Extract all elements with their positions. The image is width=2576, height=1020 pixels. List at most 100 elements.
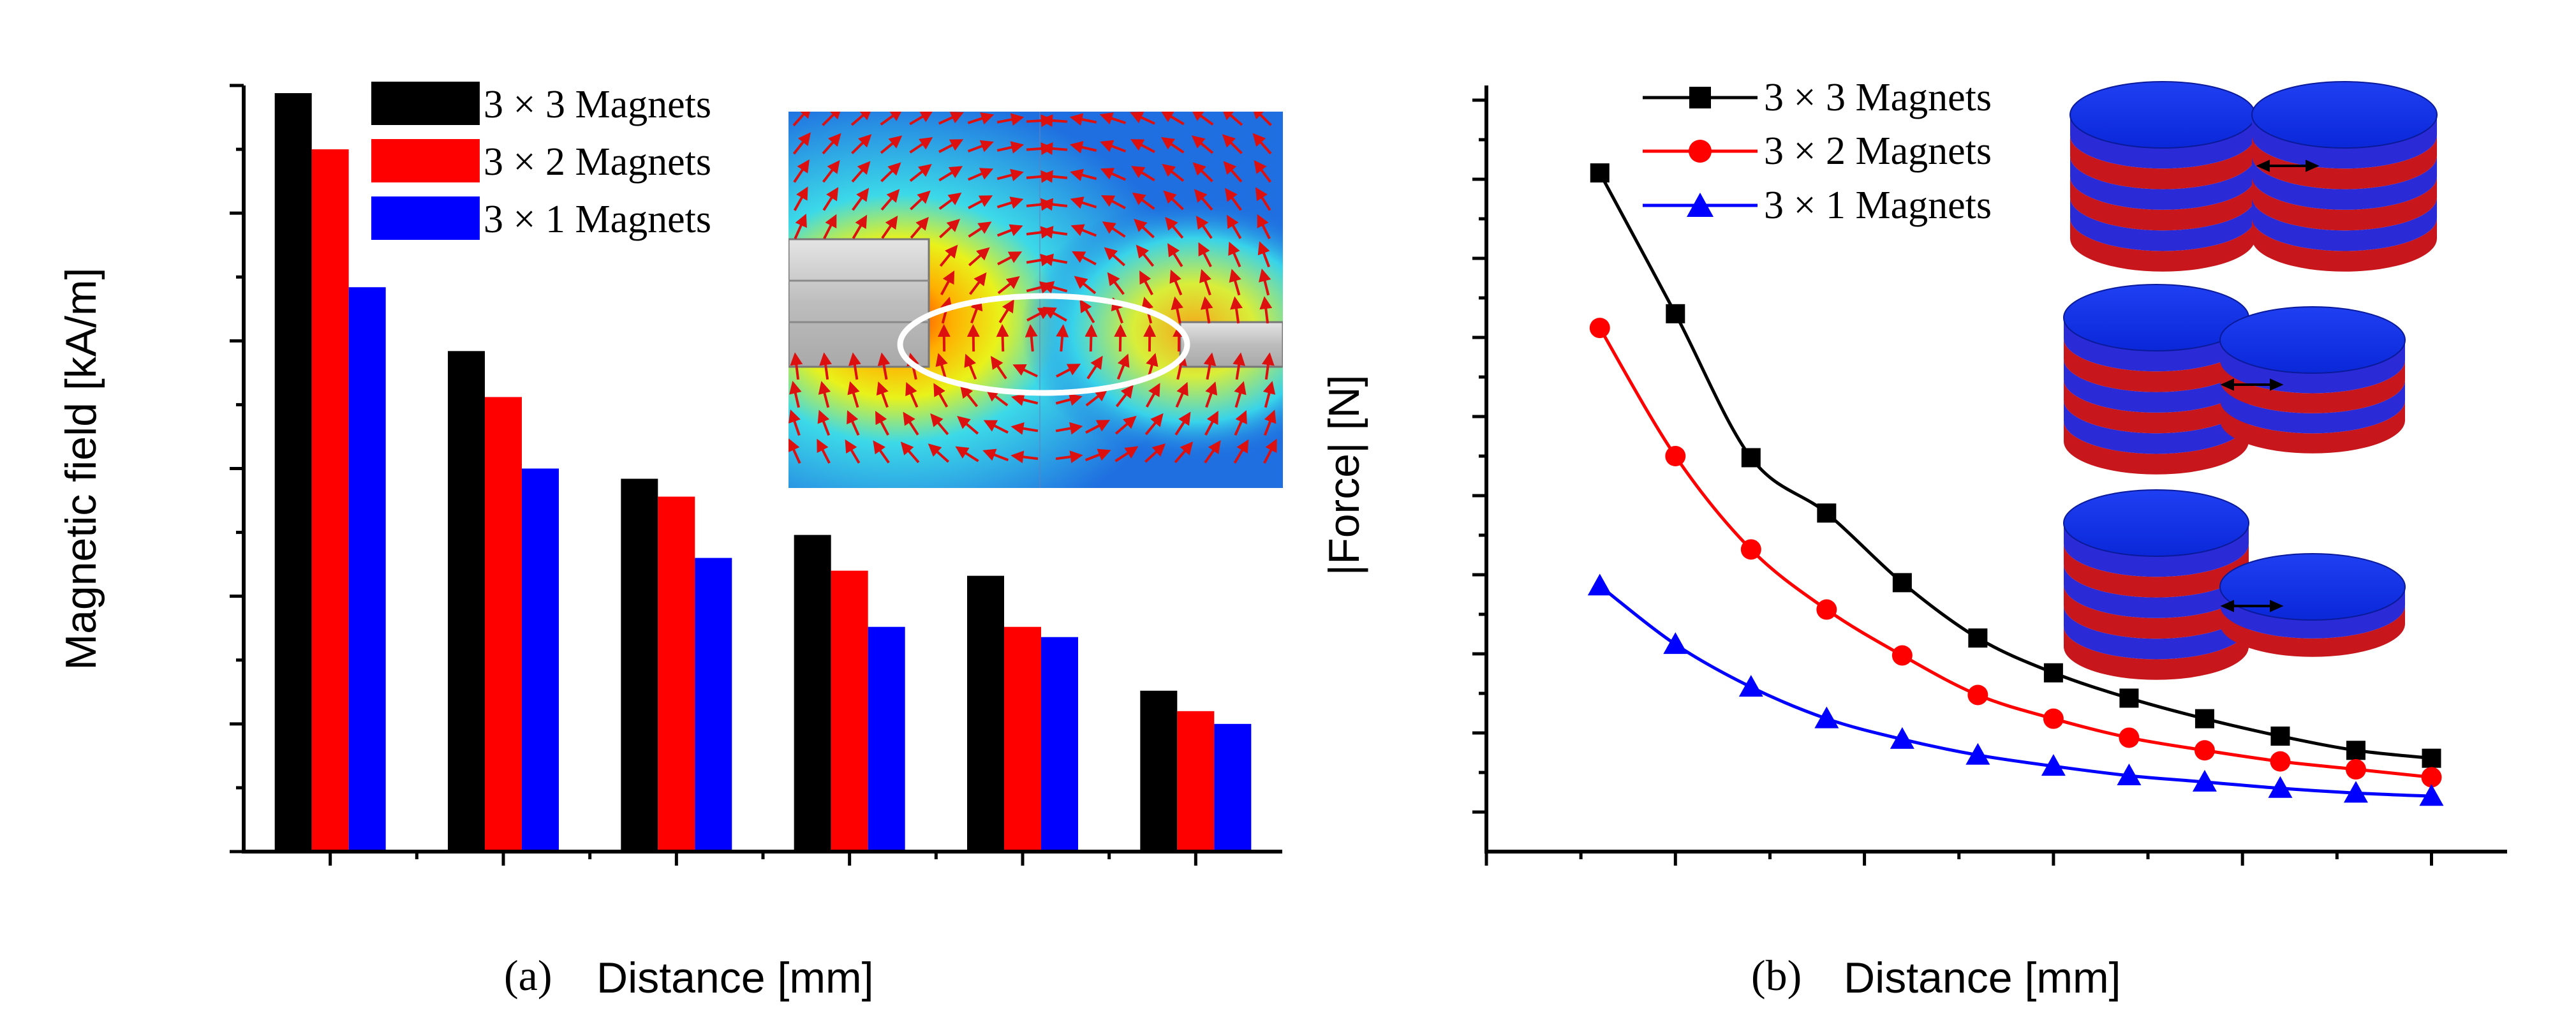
field-arrow (1258, 269, 1271, 296)
magnet-disk (2219, 306, 2406, 454)
field-arrow (1257, 214, 1271, 239)
data-point-square (1741, 448, 1761, 468)
disk-layer (2252, 115, 2437, 169)
field-arrow (1226, 214, 1242, 239)
field-arrow (1261, 352, 1275, 380)
field-arrows (788, 112, 1277, 464)
disk-layer (2070, 135, 2255, 189)
field-arrow (794, 213, 807, 240)
field-arrow (1169, 269, 1183, 296)
field-arrow (909, 112, 934, 126)
field-arrow (935, 353, 948, 380)
field-arrow (1232, 352, 1246, 380)
magnet-disk (2063, 284, 2249, 475)
data-point-circle (2270, 751, 2291, 772)
data-point-triangle (2419, 784, 2444, 806)
data-point-triangle (1738, 675, 1763, 697)
data-point-square (2346, 741, 2365, 760)
field-arrow (1195, 215, 1213, 239)
data-point-circle (1967, 684, 1988, 706)
field-arrow (938, 139, 964, 153)
field-arrow (939, 244, 958, 267)
field-arrow (845, 439, 861, 464)
field-arrow (852, 214, 868, 239)
field-arrow (1167, 243, 1183, 267)
field-arrow (1174, 441, 1194, 464)
disk-layer (2064, 543, 2249, 598)
disk-layer (2064, 626, 2249, 680)
field-arrow (996, 141, 1025, 154)
data-point-square (2422, 748, 2441, 768)
y-axis-title-a: Magnetic field [kA/m] (57, 267, 105, 670)
field-arrow (1225, 188, 1242, 211)
field-arrow (1221, 112, 1243, 126)
disk-layer (2220, 587, 2405, 639)
field-arrow (852, 188, 870, 211)
disk-top (2069, 81, 2256, 149)
data-point-circle (1891, 645, 1913, 666)
data-point-square (1817, 503, 1837, 523)
disk-layer (2252, 176, 2437, 231)
field-arrow (847, 410, 860, 436)
disk-layer (2064, 605, 2249, 660)
disk-layer (2064, 318, 2249, 372)
field-arrow (996, 168, 1024, 182)
field-arrow (1055, 450, 1083, 464)
field-arrow (793, 159, 810, 183)
field-arrow (1230, 296, 1243, 324)
field-arrow (850, 112, 873, 126)
bar (448, 351, 485, 852)
bar-chart-panel-a: Magnetic field [kA/m] (a) Distance [mm] … (57, 82, 1283, 1002)
field-arrow (1134, 218, 1155, 239)
panel-label-b: (b) (1751, 951, 1802, 1000)
data-point-triangle (1587, 573, 1612, 596)
data-point-triangle (1814, 706, 1839, 728)
field-arrow (876, 381, 889, 408)
bar (1177, 711, 1215, 852)
data-point-circle (1589, 318, 1610, 339)
field-arrow (967, 168, 994, 181)
data-point-circle (1740, 539, 1761, 560)
field-arrow (819, 352, 833, 380)
data-point-triangle (2268, 776, 2293, 798)
bar (1004, 626, 1041, 852)
field-arrow (1010, 450, 1039, 464)
field-arrow (1070, 168, 1097, 182)
data-point-triangle (2192, 769, 2217, 792)
field-arrow (1252, 133, 1272, 155)
magnet-disk (2063, 489, 2249, 680)
field-arrow (1139, 270, 1153, 295)
disk-layer (2220, 605, 2405, 657)
bar-group (274, 93, 1252, 852)
field-arrow (933, 383, 949, 408)
field-arrow (996, 196, 1024, 209)
field-arrow (1085, 388, 1108, 407)
data-point-square (1590, 163, 1610, 183)
disk-layer (2252, 156, 2437, 210)
legend-swatch-black (371, 82, 480, 125)
disk-layer (2064, 400, 2249, 454)
magnet-config-diagrams (2063, 81, 2438, 680)
field-arrow (1228, 241, 1241, 268)
disk-layer (2070, 156, 2255, 210)
legend-swatch-red (371, 139, 480, 182)
field-arrow (1086, 355, 1103, 380)
field-arrow (1069, 141, 1097, 154)
field-arrow (1130, 139, 1155, 153)
field-arrow (792, 112, 812, 127)
disk-layer (2252, 218, 2437, 272)
data-point-circle (2194, 740, 2215, 761)
field-arrow (788, 438, 801, 464)
legend-label: 3 × 2 Magnets (1764, 129, 1992, 173)
field-arrow (1040, 198, 1068, 211)
field-arrow (996, 113, 1025, 126)
field-arrow (939, 218, 961, 239)
data-point-circle (1816, 599, 1837, 620)
legend-marker-square (1689, 87, 1711, 108)
data-point-triangle (1663, 632, 1688, 654)
field-arrow (1229, 269, 1241, 296)
field-arrow (982, 448, 1009, 462)
field-arrow (909, 163, 932, 182)
field-map-inset (788, 112, 1283, 488)
